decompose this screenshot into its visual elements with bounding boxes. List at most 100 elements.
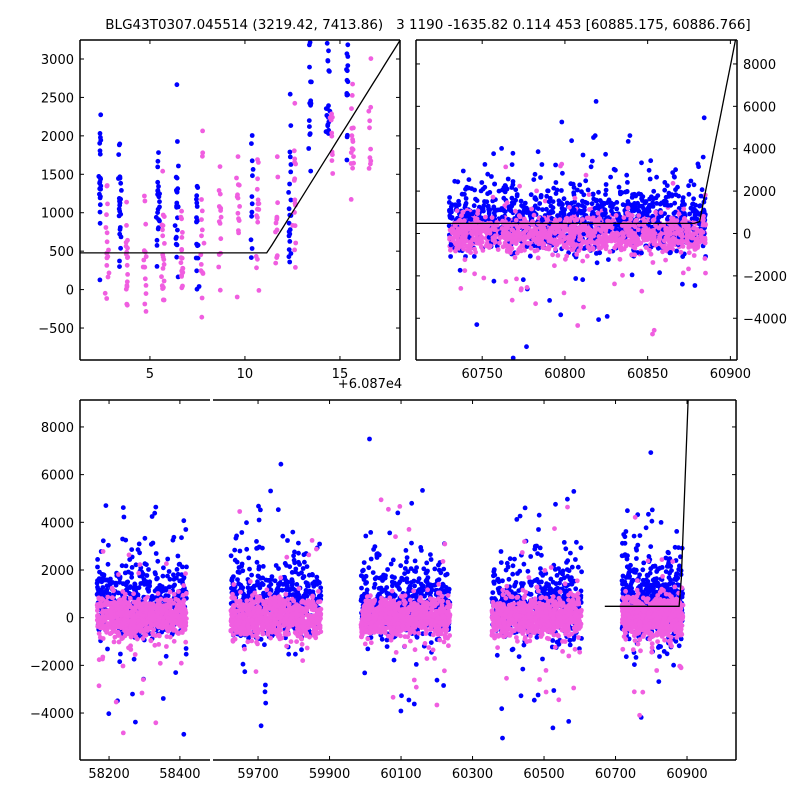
pink-point	[128, 643, 134, 649]
pink-point	[675, 240, 681, 246]
pink-point	[546, 244, 552, 250]
y-tick-label: 2000	[41, 130, 74, 145]
blue-point	[301, 593, 306, 599]
blue-point	[118, 180, 124, 186]
blue-point	[256, 517, 262, 523]
blue-point	[293, 566, 299, 572]
pink-point	[109, 611, 115, 617]
blue-point	[623, 189, 628, 195]
pink-point	[124, 301, 130, 307]
pink-point	[349, 106, 354, 111]
blue-point	[236, 581, 242, 587]
blue-point	[287, 149, 293, 155]
pink-point	[104, 296, 110, 301]
blue-point	[98, 112, 104, 118]
pink-point	[515, 225, 521, 231]
blue-point	[142, 582, 147, 587]
pink-point	[468, 243, 473, 249]
pink-point	[674, 225, 680, 231]
blue-point	[308, 20, 313, 25]
blue-point	[510, 355, 516, 360]
blue-point	[499, 206, 505, 211]
blue-point	[546, 199, 552, 205]
blue-point	[249, 194, 255, 200]
pink-point	[691, 235, 696, 241]
pink-point	[519, 221, 524, 227]
pink-point	[131, 591, 137, 597]
pink-point	[198, 262, 204, 267]
blue-point	[129, 574, 135, 580]
blue-point	[247, 566, 252, 572]
pink-point	[161, 624, 167, 630]
blue-point	[286, 190, 291, 195]
blue-point	[524, 344, 529, 350]
chart-title: BLG43T0307.045514 (3219.42, 7413.86) 3 1…	[105, 17, 751, 33]
pink-point	[143, 291, 149, 296]
pink-point	[143, 596, 148, 602]
blue-point	[232, 557, 238, 563]
pink-point	[534, 247, 540, 253]
pink-point	[531, 212, 537, 218]
blue-point	[249, 213, 255, 219]
pink-point	[680, 270, 686, 276]
blue-point	[275, 507, 281, 513]
pink-point	[509, 246, 515, 251]
pink-point	[653, 223, 658, 228]
blue-point	[156, 150, 161, 156]
pink-point	[274, 255, 280, 260]
pink-point	[131, 631, 137, 636]
blue-point	[581, 192, 587, 198]
blue-point	[292, 549, 297, 555]
blue-point	[499, 146, 504, 151]
pink-point	[617, 256, 623, 262]
blue-point	[296, 550, 301, 556]
pink-point	[127, 595, 133, 601]
blue-point	[118, 211, 124, 217]
pink-point	[497, 240, 502, 246]
pink-point	[236, 218, 242, 224]
blue-point	[616, 184, 622, 190]
blue-point	[237, 548, 243, 554]
pink-point	[576, 248, 582, 254]
pink-point	[105, 594, 111, 600]
pink-point	[568, 241, 574, 247]
blue-point	[485, 171, 491, 177]
pink-point	[603, 246, 609, 252]
blue-point	[491, 204, 497, 210]
pink-point	[595, 219, 600, 224]
pink-point	[519, 243, 525, 249]
blue-point	[595, 204, 601, 210]
pink-point	[95, 604, 100, 610]
pink-point	[120, 663, 126, 669]
blue-point	[532, 203, 538, 209]
pink-point	[159, 607, 165, 613]
blue-point	[648, 158, 654, 164]
pink-point	[143, 626, 149, 631]
blue-point	[239, 563, 245, 569]
pink-point	[136, 596, 142, 602]
pink-point	[503, 279, 509, 284]
pink-point	[451, 229, 457, 235]
pink-point	[472, 271, 477, 277]
blue-point	[579, 203, 585, 208]
blue-point	[152, 510, 158, 516]
pink-point	[152, 642, 158, 648]
blue-point	[268, 581, 274, 587]
pink-point	[125, 255, 130, 261]
blue-point	[478, 188, 484, 194]
blue-point	[463, 196, 469, 201]
pink-point	[167, 634, 173, 640]
blue-point	[258, 636, 264, 642]
pink-point	[498, 235, 503, 240]
pink-point	[293, 265, 298, 270]
blue-point	[636, 191, 642, 197]
y-tick-label: −2000	[30, 659, 74, 674]
pink-point	[292, 159, 297, 165]
pink-point	[702, 240, 708, 246]
blue-point	[117, 174, 123, 180]
blue-point	[532, 196, 538, 201]
pink-point	[661, 245, 666, 251]
blue-point	[591, 135, 596, 140]
pink-point	[490, 225, 496, 230]
pink-point	[173, 596, 179, 602]
